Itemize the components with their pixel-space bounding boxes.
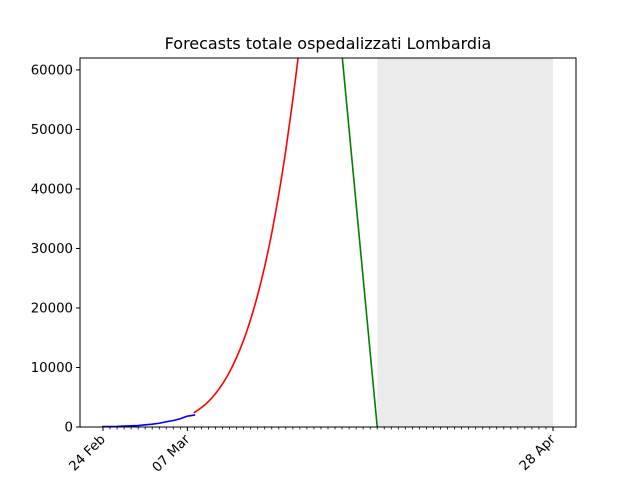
- x-tick-label: 24 Feb: [67, 432, 109, 474]
- y-tick-label: 40000: [31, 182, 73, 197]
- series-line-2: [193, 58, 299, 414]
- y-axis: 0 10000 20000 30000 40000 50000 60000: [31, 63, 80, 436]
- y-tick-label: 60000: [31, 63, 73, 78]
- y-tick-label: 0: [65, 421, 73, 436]
- y-tick-label: 50000: [31, 123, 73, 138]
- y-tick-label: 10000: [31, 361, 73, 376]
- chart-title: Forecasts totale ospedalizzati Lombardia: [165, 34, 492, 53]
- y-tick-label: 20000: [31, 301, 73, 316]
- shaded-region: [377, 58, 553, 427]
- series-line-1: [102, 414, 196, 427]
- x-axis: 24 Feb 07 Mar 28 Apr: [67, 427, 559, 476]
- y-tick-label: 30000: [31, 242, 73, 257]
- x-tick-label: 28 Apr: [517, 432, 559, 474]
- x-tick-label: 07 Mar: [150, 432, 194, 476]
- series-line-3: [341, 58, 379, 427]
